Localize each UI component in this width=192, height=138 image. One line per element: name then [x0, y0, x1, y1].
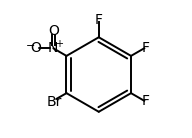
Text: O: O	[31, 41, 41, 55]
Text: F: F	[142, 41, 150, 55]
Text: N: N	[47, 41, 58, 55]
Text: O: O	[48, 24, 59, 39]
Text: +: +	[55, 39, 63, 49]
Text: F: F	[142, 94, 150, 108]
Text: −: −	[26, 41, 35, 51]
Text: F: F	[95, 13, 103, 27]
Text: Br: Br	[46, 95, 62, 109]
